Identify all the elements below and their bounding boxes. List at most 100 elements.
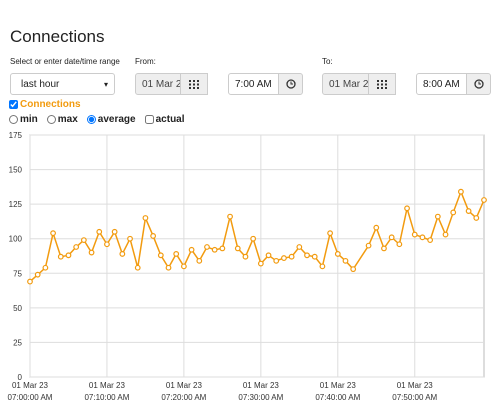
calendar-button[interactable]: [180, 73, 208, 95]
from-time-text: 7:00 AM: [235, 78, 272, 90]
data-point: [204, 244, 210, 250]
data-point: [142, 215, 149, 221]
from-label: From:: [135, 57, 156, 66]
data-point: [365, 242, 372, 249]
data-point: [157, 252, 164, 259]
data-point: [342, 257, 349, 264]
data-point: [450, 209, 457, 216]
data-point: [427, 237, 434, 243]
data-point: [234, 245, 241, 252]
data-point: [434, 213, 441, 220]
series-checkbox[interactable]: [9, 100, 18, 109]
range-label: Select or enter date/time range: [10, 57, 120, 66]
data-point: [404, 205, 410, 212]
mode-option[interactable]: max: [46, 114, 78, 125]
clock-icon: [473, 79, 484, 89]
data-point: [73, 244, 80, 250]
data-point: [465, 208, 472, 214]
range-option: last hour: [21, 78, 60, 90]
data-point: [34, 271, 41, 278]
y-tick-label: 150: [9, 166, 23, 175]
data-point: [373, 224, 380, 231]
data-point: [57, 253, 64, 260]
data-point: [481, 197, 487, 203]
data-point: [458, 188, 464, 195]
calendar-button[interactable]: [368, 73, 396, 95]
clock-button[interactable]: [278, 73, 303, 95]
data-point: [388, 234, 395, 241]
range-select[interactable]: last hour ▾: [10, 73, 115, 95]
mode-input[interactable]: [86, 115, 96, 124]
x-tick-label: 07:30:00 AM: [238, 393, 283, 402]
data-point: [173, 251, 180, 257]
data-point: [250, 235, 257, 242]
to-label: To:: [322, 57, 333, 66]
data-point: [273, 257, 280, 264]
from-time[interactable]: 7:00 AM: [228, 73, 279, 95]
chart: 0 25 50 75 100 125 150 175 01 Mar 23 07:00:00 AM 0…: [8, 131, 487, 402]
mode-input[interactable]: [144, 115, 154, 124]
data-point: [80, 237, 87, 243]
y-tick-label: 125: [9, 200, 23, 209]
data-point: [396, 241, 403, 248]
to-date[interactable]: 01 Mar 23: [322, 73, 369, 95]
data-point: [242, 253, 249, 260]
data-point: [188, 246, 195, 253]
data-point: [111, 228, 118, 235]
data-point: [311, 253, 318, 260]
data-point: [127, 235, 133, 242]
to-time-text: 8:00 AM: [423, 78, 460, 90]
x-tick-label: 07:00:00 AM: [8, 393, 53, 402]
data-point: [442, 231, 449, 238]
to-date-text: 01 Mar 23: [329, 78, 369, 90]
data-point: [257, 260, 264, 267]
mode-label: min: [20, 114, 38, 125]
x-tick-label: 01 Mar 23: [243, 381, 280, 390]
mode-option[interactable]: min: [9, 114, 38, 125]
data-point: [150, 233, 157, 239]
data-point: [327, 230, 334, 237]
data-point: [227, 213, 233, 220]
x-tick-label: 07:10:00 AM: [84, 393, 129, 402]
mode-input[interactable]: [46, 115, 56, 124]
x-tick-label: 01 Mar 23: [166, 381, 203, 390]
page-title: Connections: [10, 27, 105, 46]
data-point: [319, 263, 326, 270]
mode-option[interactable]: average: [86, 114, 136, 125]
x-tick-label: 07:40:00 AM: [315, 393, 360, 402]
data-point: [281, 255, 287, 261]
x-tick-label: 01 Mar 23: [12, 381, 49, 390]
x-tick-label: 01 Mar 23: [320, 381, 357, 390]
y-tick-label: 0: [18, 373, 23, 382]
to-time[interactable]: 8:00 AM: [416, 73, 467, 95]
from-date[interactable]: 01 Mar 23: [135, 73, 181, 95]
data-point: [27, 278, 33, 285]
calendar-icon: [377, 79, 387, 89]
x-tick-label: 01 Mar 23: [397, 381, 434, 390]
x-tick-label: 07:20:00 AM: [161, 393, 206, 402]
data-point: [42, 264, 49, 271]
data-point: [296, 244, 303, 250]
x-tick-label: 07:50:00 AM: [392, 393, 437, 402]
y-tick-label: 50: [13, 304, 22, 313]
clock-button[interactable]: [466, 73, 491, 95]
data-point: [265, 252, 272, 259]
data-point: [180, 263, 187, 270]
data-point: [411, 231, 418, 238]
legend-label: Connections: [20, 99, 81, 110]
data-point: [50, 230, 56, 237]
mode-label: max: [57, 114, 78, 125]
data-point: [134, 264, 141, 271]
dropdown-arrow: ▾: [103, 79, 108, 89]
data-point: [165, 264, 172, 271]
data-point: [119, 251, 126, 257]
plot-area: [29, 134, 485, 378]
series-toggle[interactable]: Connections: [9, 99, 81, 110]
mode-option[interactable]: actual: [144, 114, 185, 125]
y-tick-label: 175: [9, 131, 23, 140]
data-point: [304, 252, 310, 259]
mode-input[interactable]: [9, 115, 18, 124]
data-point: [196, 257, 203, 264]
data-point: [96, 228, 103, 235]
